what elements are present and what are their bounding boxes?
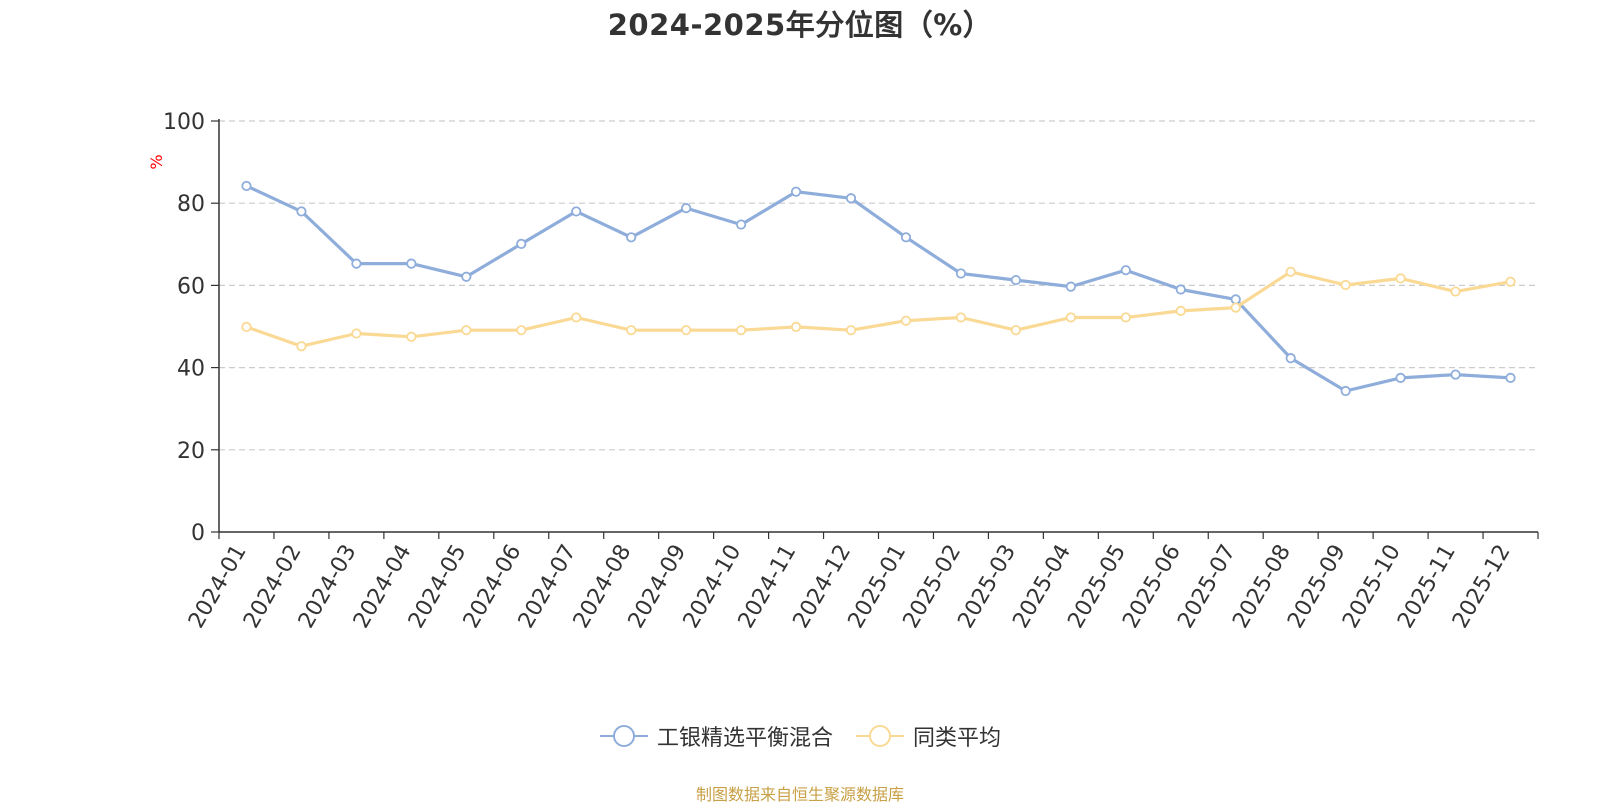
y-tick-label: 80 [177, 192, 205, 217]
data-point-series-1 [1230, 294, 1241, 305]
legend-item-series-1[interactable]: 工银精选平衡混合 [599, 720, 833, 752]
data-point-series-2 [900, 315, 912, 326]
data-point-series-2 [1395, 273, 1406, 284]
data-point-series-2 [1505, 276, 1516, 287]
data-point-series-1 [1340, 385, 1351, 397]
data-point-series-2 [681, 325, 692, 336]
series-line-2 [244, 270, 1513, 348]
data-point-series-2 [790, 321, 802, 333]
data-point-series-1 [1450, 369, 1461, 380]
source-note: 制图数据来自恒生聚源数据库 [695, 785, 904, 804]
data-point-series-1 [900, 232, 912, 243]
data-point-series-1 [296, 206, 307, 217]
data-point-series-1 [1010, 274, 1021, 286]
data-point-series-1 [955, 268, 967, 279]
y-tick-label: 20 [177, 439, 205, 464]
data-point-series-1 [626, 232, 637, 243]
data-point-series-1 [1175, 284, 1186, 295]
y-tick-label: 40 [177, 357, 205, 382]
data-point-series-1 [351, 258, 362, 269]
legend: 工银精选平衡混合 同类平均 [0, 720, 1600, 752]
data-point-series-2 [241, 321, 252, 333]
data-point-series-1 [736, 219, 747, 230]
data-point-series-2 [516, 325, 527, 336]
y-tick-label: 100 [163, 110, 205, 135]
data-point-series-1 [1065, 281, 1076, 292]
data-point-series-1 [406, 258, 417, 269]
legend-label: 同类平均 [913, 726, 1002, 751]
data-point-series-1 [516, 238, 527, 249]
data-point-series-1 [681, 203, 692, 214]
data-point-series-1 [571, 206, 582, 217]
data-point-series-2 [1450, 286, 1461, 297]
data-point-series-1 [845, 193, 857, 204]
series-lines [241, 180, 1516, 397]
legend-line-circle-icon [856, 725, 904, 747]
data-point-series-2 [1285, 266, 1296, 277]
data-point-series-2 [955, 312, 967, 323]
y-tick-label: 0 [191, 521, 205, 546]
data-point-series-1 [1505, 372, 1516, 383]
data-point-series-2 [406, 331, 417, 342]
y-axis-label: % [147, 154, 166, 169]
data-point-series-2 [1340, 279, 1351, 291]
data-point-series-2 [626, 325, 637, 336]
data-point-series-1 [1395, 372, 1406, 383]
series-line-1 [244, 184, 1513, 393]
data-point-series-1 [461, 271, 472, 282]
data-point-series-2 [1175, 305, 1186, 316]
data-point-series-2 [461, 325, 472, 336]
axes [211, 119, 1539, 539]
data-point-series-2 [1230, 302, 1241, 313]
data-point-series-2 [571, 312, 582, 323]
y-tick-label: 60 [177, 274, 205, 299]
data-point-series-2 [1120, 312, 1131, 323]
legend-label: 工银精选平衡混合 [656, 726, 833, 751]
data-point-series-2 [736, 325, 747, 336]
data-point-series-2 [1010, 325, 1021, 336]
legend-line-circle-icon [599, 725, 648, 747]
data-point-series-1 [241, 180, 252, 192]
data-point-series-1 [790, 186, 802, 197]
data-point-series-2 [845, 325, 857, 336]
chart-title: 2024-2025年分位图（%） [607, 8, 993, 42]
data-point-series-1 [1285, 353, 1296, 364]
legend-item-series-2[interactable]: 同类平均 [855, 720, 1001, 752]
data-point-series-2 [296, 341, 307, 352]
data-point-series-1 [1120, 265, 1131, 276]
data-point-series-2 [351, 328, 362, 339]
gridlines [219, 120, 1538, 451]
data-point-series-2 [1065, 312, 1076, 323]
